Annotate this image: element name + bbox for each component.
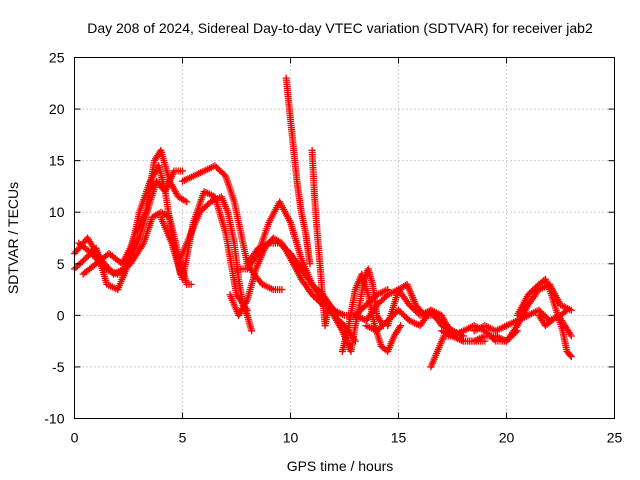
data-point (278, 286, 286, 294)
x-tick-label: 25 (607, 430, 623, 446)
x-tick-label: 10 (283, 430, 299, 446)
x-tick-label: 5 (179, 430, 187, 446)
y-tick-label: 10 (49, 204, 65, 220)
plot-frame (74, 57, 615, 419)
data-marks (71, 74, 575, 371)
y-tick-label: 25 (49, 50, 65, 66)
x-tick-label: 20 (499, 430, 515, 446)
y-tick-label: 15 (49, 153, 65, 169)
grid (74, 57, 615, 419)
series-sat-k (282, 74, 314, 268)
series-sat-n (338, 270, 405, 355)
y-tick-label: 0 (57, 307, 65, 323)
data-point (561, 307, 569, 315)
y-tick-label: 20 (49, 101, 65, 117)
data-point (567, 353, 575, 361)
series-sat-l (308, 146, 342, 330)
x-tick-label: 15 (391, 430, 407, 446)
data-point (490, 336, 498, 344)
data-point (179, 167, 186, 175)
series-sat-u (513, 275, 575, 361)
chart-title: Day 208 of 2024, Sidereal Day-to-day VTE… (87, 20, 593, 36)
data-point (187, 280, 195, 288)
y-tick-label: 5 (57, 256, 65, 272)
data-point (248, 327, 256, 335)
x-tick-labels: 0 5 10 15 20 25 (71, 430, 623, 446)
y-axis-label: SDTVAR / TECUs (5, 182, 21, 294)
y-tick-label: -10 (44, 411, 64, 427)
x-tick-label: 0 (71, 430, 79, 446)
data-point (306, 260, 314, 268)
series-sat-v (535, 311, 575, 340)
data-point (419, 310, 427, 318)
axis-ticks (74, 57, 615, 419)
y-tick-label: -5 (52, 359, 65, 375)
data-point (397, 322, 405, 330)
data-point (567, 332, 575, 340)
data-point (563, 306, 571, 314)
y-tick-labels: -10 -5 0 5 10 15 20 25 (44, 50, 64, 427)
x-axis-label: GPS time / hours (287, 458, 394, 474)
data-point (566, 351, 574, 359)
data-point (183, 198, 191, 206)
